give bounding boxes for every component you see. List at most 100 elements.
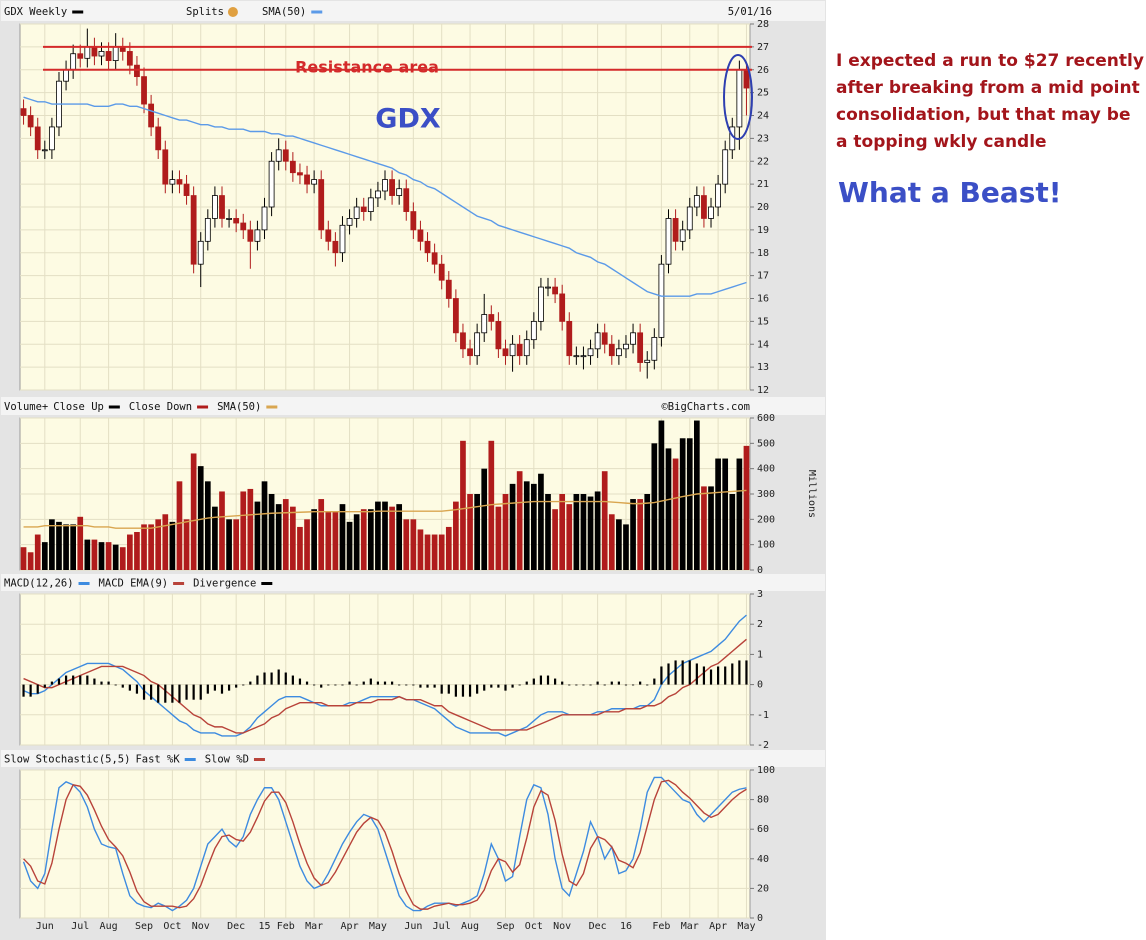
candle-body [545,286,551,289]
bar [724,666,727,685]
candle-body [438,263,445,281]
candle-body [623,343,629,350]
bar [121,684,124,688]
bar [511,684,514,688]
bar [20,547,27,570]
bar [190,453,197,570]
y-tick-label: 300 [757,489,775,500]
bar [431,534,438,570]
candle-body [289,160,296,174]
bar [587,496,594,570]
y-tick-label: 40 [757,854,769,865]
bar [389,506,395,570]
bar [488,440,495,570]
bar [460,440,466,570]
x-tick-label: Sep [496,921,514,932]
candle-body [190,195,197,265]
y-tick-label: 16 [757,294,769,305]
bar [240,491,247,570]
candle-body [148,103,155,128]
bar [561,681,564,685]
bar [594,491,601,570]
x-tick-label: Apr [341,921,359,932]
x-tick-label: Nov [192,921,210,932]
candle-body [552,286,558,295]
y-tick-label: 60 [757,824,769,835]
candle-body [318,179,325,231]
bar [226,519,232,570]
y-tick-label: 20 [757,202,769,213]
bar [327,684,330,686]
bar [290,506,296,570]
bar [183,519,190,570]
bar [213,684,217,691]
candle-body [396,188,403,196]
bar [275,504,282,570]
bar [185,684,188,700]
bar [566,504,573,570]
bar [261,481,268,570]
y-tick-label: 0 [757,680,763,691]
bar [114,684,117,686]
bar [624,684,628,686]
y-tick-label: 3 [757,589,763,600]
candle-body [502,348,509,357]
bar [284,672,287,685]
bar [445,526,452,570]
candle-body [573,355,580,358]
candle-body [268,160,275,208]
bar [736,458,743,570]
bar [282,499,289,570]
bar [204,481,211,570]
bar [84,539,91,570]
candle-body [155,126,162,151]
candle-body [20,108,27,116]
candle-body [566,320,573,357]
bar [553,678,557,685]
bar [304,519,310,570]
bar [532,678,535,685]
y-tick-label: 100 [757,765,775,776]
bar [134,532,140,570]
bar [98,542,105,570]
x-tick-label: May [369,921,387,932]
bar [601,471,608,570]
candle-body [282,149,289,162]
candle-body [665,218,672,265]
y-tick-label: 20 [757,883,769,894]
bar [128,684,131,691]
bar [34,534,41,570]
bar [575,684,578,686]
bar [157,684,160,703]
y-tick-label: 24 [757,111,769,122]
bar [346,521,353,570]
bar [440,684,443,694]
legend-swatch [108,405,120,409]
chart-date: 5/01/16 [728,6,772,18]
bar [573,494,580,570]
bar [169,521,176,570]
candle-body [27,115,34,128]
candle-body [169,179,176,185]
bar [530,483,537,570]
bar [426,684,429,688]
bar [467,494,473,570]
bar [256,675,259,685]
legend-swatch [261,582,273,585]
x-tick-label: Feb [277,921,295,932]
x-tick-label: 16 [620,921,632,932]
bar [559,494,566,570]
bar [150,684,153,700]
candle-body [708,206,714,219]
candle-body [34,126,41,151]
bar [79,675,82,685]
bar [403,519,410,570]
candle-body [530,320,537,341]
bar [127,534,133,570]
bar [192,684,195,700]
bar [545,494,551,570]
bar [332,511,339,570]
bar [171,684,174,703]
bar [22,684,25,697]
